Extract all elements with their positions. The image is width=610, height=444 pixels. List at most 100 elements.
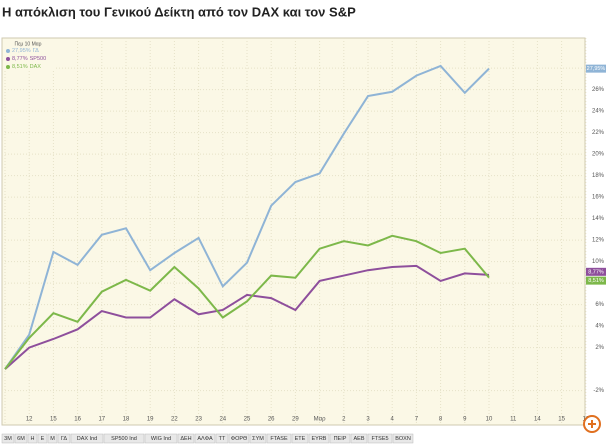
toolbar-label[interactable]: ΕΤΕ: [295, 436, 306, 442]
toolbar-button[interactable]: [249, 433, 267, 444]
legend-value: 8,51%: [12, 64, 28, 70]
x-tick-label: 14: [534, 417, 541, 423]
y-tick-label: -2%: [593, 388, 604, 394]
legend-label: 8,51% DAX: [12, 64, 41, 70]
y-tick-label: 18%: [592, 173, 605, 179]
x-tick-label: 15: [558, 417, 565, 423]
x-tick-label: 17: [98, 417, 105, 423]
toolbar-label[interactable]: WIG Ind: [151, 436, 171, 442]
toolbar-button[interactable]: [266, 433, 292, 444]
y-tick-label: 10%: [592, 259, 605, 265]
toolbar-button[interactable]: [177, 433, 195, 444]
toolbar-button[interactable]: [14, 433, 28, 444]
y-tick-label: 26%: [592, 87, 605, 93]
x-tick-label: 15: [50, 417, 57, 423]
y-tick-label: 2%: [595, 345, 604, 351]
x-tick-label: Μαρ: [314, 417, 326, 423]
end-tag: [586, 64, 606, 73]
end-tag: [586, 276, 606, 285]
x-tick-label: 23: [195, 417, 202, 423]
toolbar-button[interactable]: [291, 433, 309, 444]
legend-name: ΓΔ: [33, 48, 40, 54]
x-tick-label: 4: [391, 417, 395, 423]
toolbar-label[interactable]: ΒΟΧΝ: [395, 436, 411, 442]
y-tick-label: 16%: [592, 195, 605, 201]
toolbar-button[interactable]: [57, 433, 71, 444]
toolbar-button[interactable]: [1, 433, 15, 444]
y-tick-label: 4%: [595, 324, 604, 330]
toolbar-label[interactable]: ΤΤ: [219, 436, 226, 442]
x-tick-label: 18: [123, 417, 130, 423]
toolbar-button[interactable]: [27, 433, 38, 444]
legend-swatch: [6, 65, 10, 69]
y-tick-label: 24%: [592, 109, 605, 115]
legend-swatch: [6, 57, 10, 61]
legend-label: 8,77% SP500: [12, 56, 46, 62]
toolbar-label[interactable]: EYRB: [312, 436, 327, 442]
toolbar-label[interactable]: ΔΕΗ: [180, 436, 191, 442]
toolbar-label[interactable]: ΠΕΙΡ: [334, 436, 347, 442]
toolbar-label[interactable]: Ε: [41, 436, 45, 442]
toolbar-label[interactable]: FTSE5: [371, 436, 388, 442]
toolbar-label[interactable]: ΑΕΒ: [353, 436, 364, 442]
toolbar-label[interactable]: Μ: [50, 436, 55, 442]
toolbar-button[interactable]: [350, 433, 368, 444]
zoom-plus[interactable]: [588, 420, 596, 428]
toolbar-label[interactable]: ΓΔ: [61, 436, 68, 442]
y-tick-label: 22%: [592, 130, 605, 136]
toolbar-label[interactable]: 6Μ: [17, 436, 25, 442]
toolbar-button[interactable]: [367, 433, 393, 444]
x-tick-label: 25: [244, 417, 251, 423]
end-label: 27,95%: [587, 66, 606, 72]
end-label: 8,77%: [588, 269, 604, 275]
zoom-button[interactable]: [583, 415, 601, 433]
legend-title: Πεμ 10 Μαρ: [15, 41, 42, 47]
x-tick-label: 7: [415, 417, 419, 423]
legend-swatch: [6, 49, 10, 53]
toolbar-label[interactable]: ΣΥΜ: [252, 436, 264, 442]
y-tick-label: 20%: [592, 152, 605, 158]
x-tick-label: 3: [366, 417, 370, 423]
x-tick-label: 19: [147, 417, 154, 423]
toolbar-button[interactable]: [103, 433, 145, 444]
toolbar-button[interactable]: [329, 433, 351, 444]
x-tick-label: 26: [268, 417, 275, 423]
x-tick-label: 11: [510, 417, 517, 423]
legend-value: 27,95%: [12, 48, 31, 54]
axis-area: [586, 38, 608, 425]
toolbar-label[interactable]: Η: [31, 436, 35, 442]
x-tick-label: 10: [486, 417, 493, 423]
x-tick-label: 29: [292, 417, 299, 423]
toolbar-button[interactable]: [228, 433, 250, 444]
toolbar-label[interactable]: SP500 Ind: [111, 436, 137, 442]
x-tick-label: 9: [463, 417, 467, 423]
toolbar-button[interactable]: [392, 433, 414, 444]
toolbar-button[interactable]: [194, 433, 216, 444]
legend-box: [4, 40, 54, 70]
x-tick-label: 2: [342, 417, 346, 423]
y-tick-label: 12%: [592, 238, 605, 244]
toolbar-label[interactable]: 3Μ: [4, 436, 12, 442]
y-tick-label: 14%: [592, 216, 605, 222]
toolbar-button[interactable]: [70, 433, 104, 444]
series-line: [4, 264, 490, 370]
toolbar-button[interactable]: [144, 433, 178, 444]
x-tick-label: 22: [171, 417, 178, 423]
toolbar-label[interactable]: FTASE: [270, 436, 288, 442]
toolbar-label[interactable]: ΦΟΡΘ: [231, 436, 248, 442]
x-tick-label: 12: [26, 417, 33, 423]
chart-title: Η απόκλιση του Γενικού Δείκτη από τον DA…: [2, 4, 356, 19]
legend-value: 8,77%: [12, 56, 28, 62]
legend-label: 27,95% ΓΔ: [12, 48, 39, 54]
toolbar-button[interactable]: [215, 433, 229, 444]
toolbar-button[interactable]: [37, 433, 48, 444]
series-line: [4, 234, 490, 370]
toolbar-button[interactable]: [308, 433, 330, 444]
legend-name: SP500: [30, 56, 47, 62]
toolbar-button[interactable]: [47, 433, 58, 444]
toolbar-label[interactable]: ΑΛΦΑ: [197, 436, 213, 442]
x-tick-label: 16: [74, 417, 81, 423]
series-line: [4, 64, 490, 370]
toolbar-label[interactable]: DAX Ind: [77, 436, 97, 442]
